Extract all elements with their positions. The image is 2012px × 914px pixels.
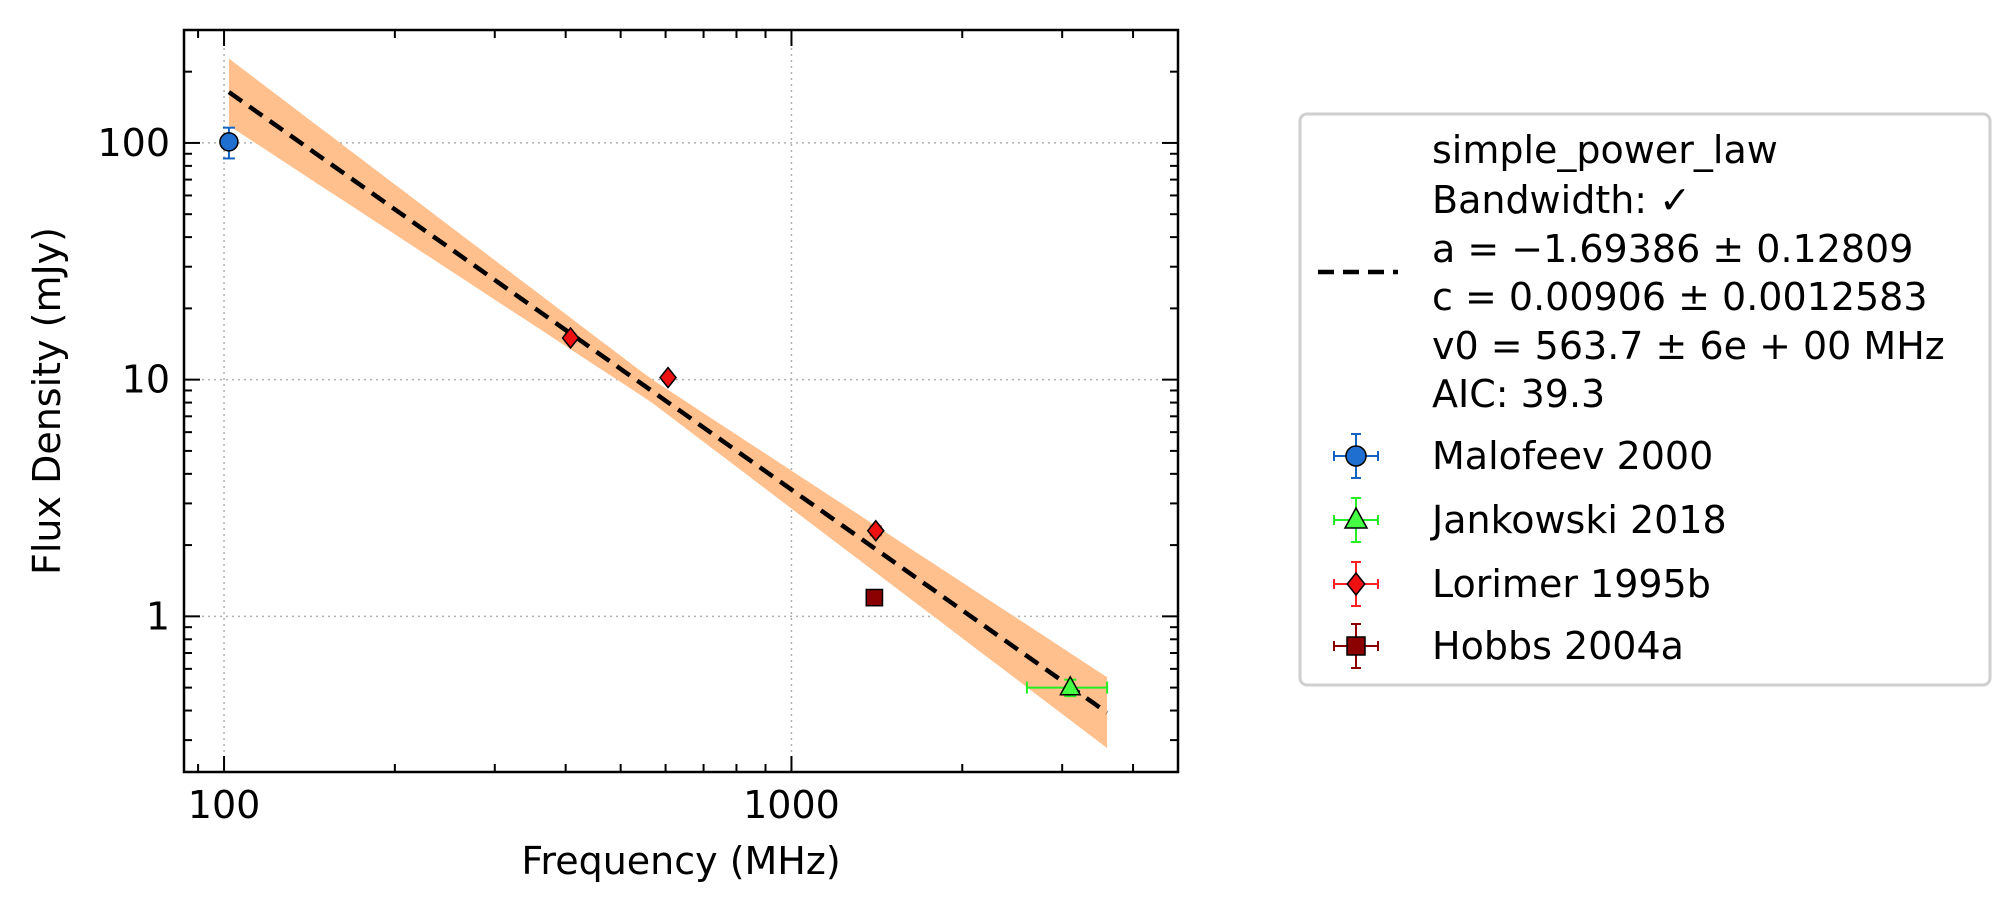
marker-triangle xyxy=(1343,506,1369,529)
x-axis-label: Frequency (MHz) xyxy=(521,839,840,883)
legend-entry: Lorimer 1995b xyxy=(1333,561,1711,607)
legend: simple_power_law Bandwidth: ✓ a = −1.69386… xyxy=(1298,112,1992,687)
legend-fit-label-line: simple_power_law xyxy=(1432,128,1778,172)
y-axis-label: Flux Density (mJy) xyxy=(25,227,69,575)
legend-fit-label-line: Bandwidth: ✓ xyxy=(1432,178,1691,222)
marker-triangle xyxy=(1059,675,1082,696)
data-point xyxy=(219,126,239,160)
legend-fit-label-line: a = −1.69386 ± 0.12809 xyxy=(1432,227,1913,271)
marker-diamond xyxy=(561,326,580,350)
data-points-group xyxy=(219,126,1109,698)
legend-entry: Hobbs 2004a xyxy=(1333,623,1684,669)
y-tick-label: 1 xyxy=(146,594,170,638)
axis-labels: Frequency (MHz) Flux Density (mJy) xyxy=(25,227,841,883)
data-point xyxy=(866,519,885,542)
data-point xyxy=(659,366,677,389)
legend-series-label: Hobbs 2004a xyxy=(1432,624,1684,668)
legend-fit-label-line: AIC: 39.3 xyxy=(1432,372,1605,416)
marker-circle xyxy=(219,132,239,152)
legend-entry: Jankowski 2018 xyxy=(1333,497,1727,543)
marker-square xyxy=(1346,636,1366,656)
marker-square xyxy=(865,588,884,607)
data-point xyxy=(1025,675,1109,698)
y-tick-label: 10 xyxy=(122,358,170,402)
marker-diamond xyxy=(659,366,677,389)
marker-circle xyxy=(1345,445,1367,467)
x-tick-label: 1000 xyxy=(743,783,840,827)
axes: 100 1000 1 10 100 xyxy=(97,28,1180,827)
legend-series-label: Jankowski 2018 xyxy=(1430,498,1727,542)
marker-diamond xyxy=(866,519,885,542)
x-tick-label: 100 xyxy=(188,783,261,827)
fit-line-group xyxy=(227,90,1109,715)
legend-series-label: Malofeev 2000 xyxy=(1432,434,1713,478)
legend-box xyxy=(1298,112,1992,687)
data-point xyxy=(865,588,884,607)
legend-entry: Malofeev 2000 xyxy=(1333,433,1713,479)
y-tick-label: 100 xyxy=(97,121,170,165)
legend-fit-label-line: v0 = 563.7 ± 6e + 00 MHz xyxy=(1432,324,1945,368)
marker-diamond xyxy=(1346,571,1366,597)
plot-frame xyxy=(182,28,1180,774)
data-point xyxy=(561,326,580,350)
legend-fit-label-line: c = 0.00906 ± 0.0012583 xyxy=(1432,275,1928,319)
legend-series-label: Lorimer 1995b xyxy=(1432,562,1711,606)
fit-line xyxy=(227,90,1109,715)
